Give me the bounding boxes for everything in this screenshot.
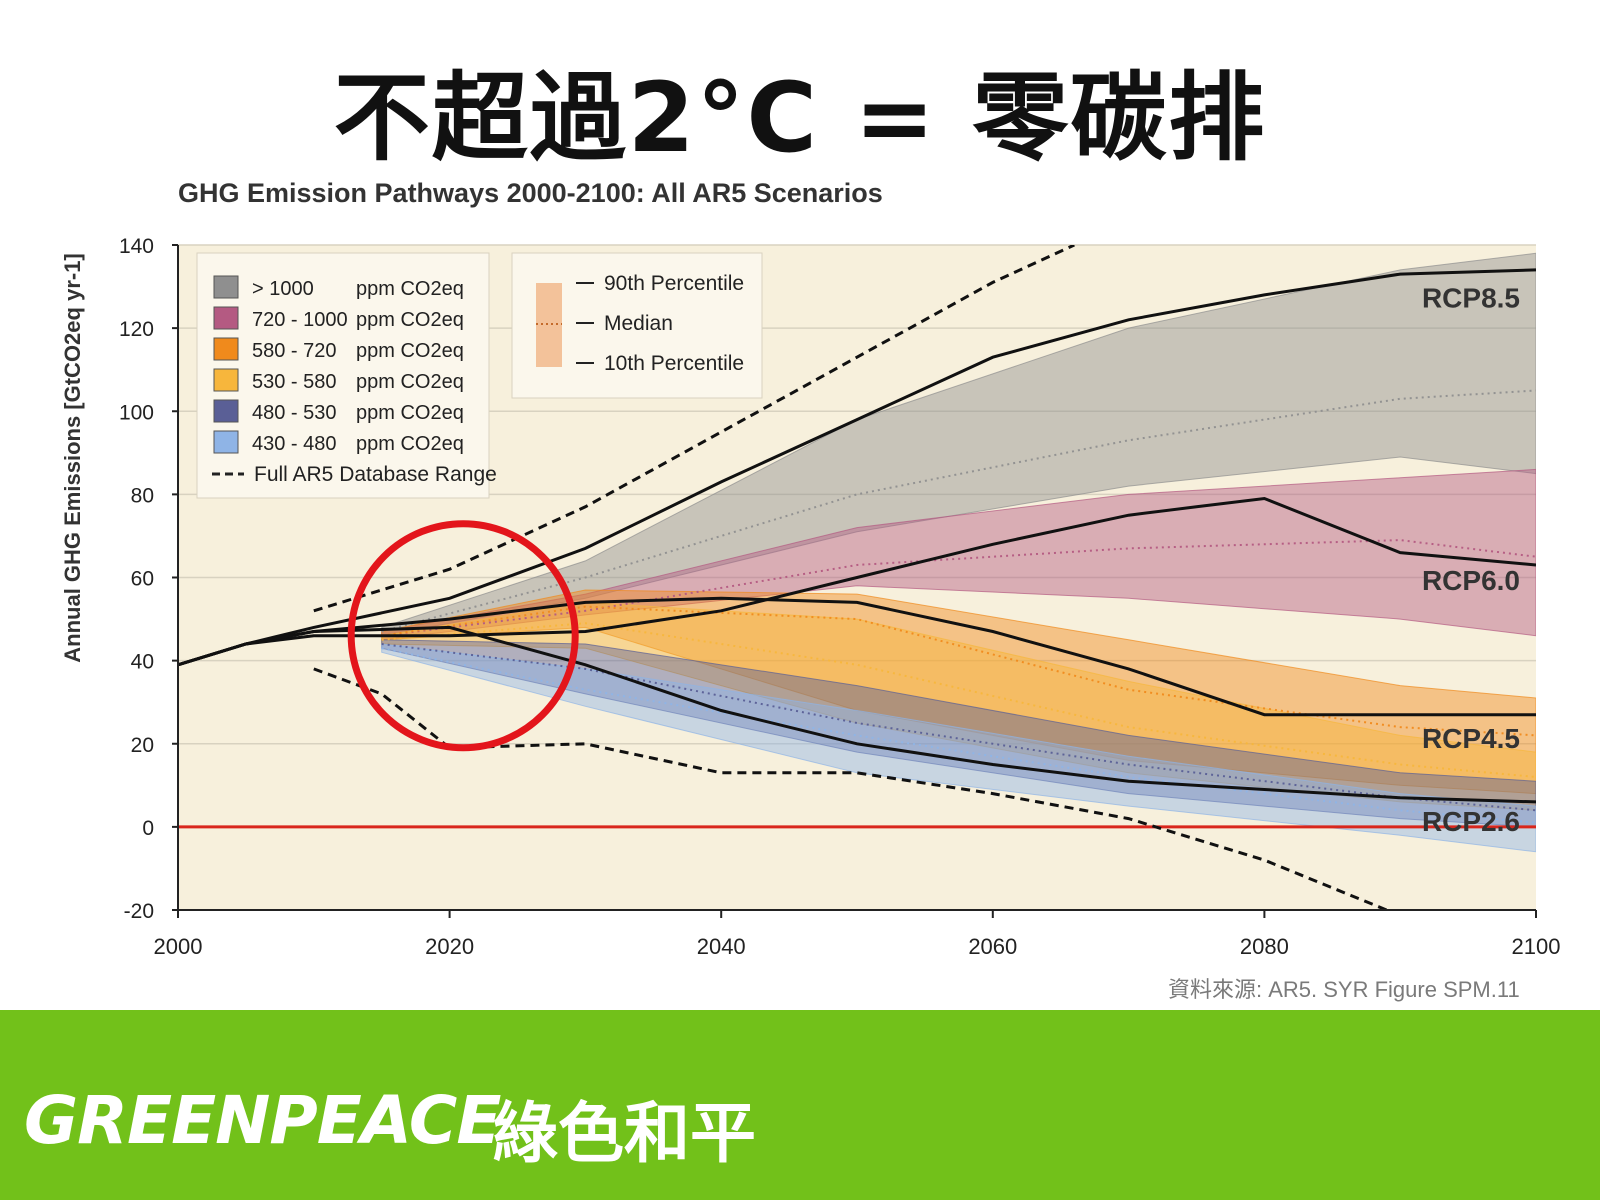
x-tick-label: 2020: [425, 934, 474, 959]
percentile-legend: 90th Percentile Median 10th Percentile: [511, 252, 763, 399]
legend-swatch: [213, 275, 239, 299]
source-credit: 資料來源: AR5. SYR Figure SPM.11: [1168, 977, 1520, 1002]
legend-swatch: [213, 430, 239, 454]
percentile-legend-swatch: [536, 283, 562, 367]
rcp-line-rcp85: [178, 268, 1536, 667]
rcp-line-rcp26: [178, 625, 1536, 804]
y-tick-label: 80: [131, 484, 154, 507]
p90-label: 90th Percentile: [604, 272, 744, 295]
concentration-legend: > 1000 ppm CO2eq 720 - 1000 ppm CO2eq 580 - …: [196, 252, 497, 499]
rcp-line-rcp60: [178, 496, 1536, 667]
legend-range-label: 530 - 580: [252, 371, 337, 393]
legend-range-label: 580 - 720: [252, 340, 337, 362]
legend-unit-label: ppm CO2eq: [356, 340, 464, 362]
y-tick-label: 20: [131, 734, 154, 757]
y-tick-label: 40: [131, 651, 154, 674]
legend-swatch: [213, 399, 239, 423]
legend-unit-label: ppm CO2eq: [356, 433, 464, 455]
legend-swatch: [213, 306, 239, 330]
legend-range-label: 480 - 530: [252, 402, 337, 424]
x-tick-label: 2000: [154, 934, 203, 959]
legend-unit-label: ppm CO2eq: [356, 402, 464, 424]
median-label: Median: [604, 312, 673, 335]
database-range-upper: [313, 245, 1075, 613]
y-tick-label: -20: [124, 900, 154, 923]
footer-bar: GREENPEACE 綠色和平: [0, 1010, 1600, 1200]
rcp-label-rcp85: RCP8.5: [1422, 282, 1520, 313]
legend-range-label: 720 - 1000: [252, 309, 348, 331]
rcp-label-rcp26: RCP2.6: [1422, 806, 1520, 837]
median-line: [381, 389, 1536, 633]
median-lines: [381, 389, 1536, 824]
rcp-label-rcp60: RCP6.0: [1422, 565, 1520, 596]
rcp-labels: RCP8.5 RCP6.0 RCP4.5 RCP2.6: [1422, 282, 1520, 837]
chart-title: GHG Emission Pathways 2000-2100: All AR5…: [178, 178, 883, 208]
legend-unit-label: ppm CO2eq: [356, 309, 464, 331]
rcp-lines: [178, 268, 1536, 804]
y-axis-label: Annual GHG Emissions [GtCO2eq yr-1]: [60, 253, 85, 663]
legend-range-label: > 1000: [252, 278, 314, 300]
slide-title: 不超過2°C = 零碳排: [333, 62, 1267, 174]
database-range-lower: [313, 667, 1388, 910]
greenpeace-logo-cn: 綠色和平: [492, 1095, 756, 1172]
legend-swatch: [213, 337, 239, 361]
p10-label: 10th Percentile: [604, 352, 744, 375]
x-tick-label: 2060: [968, 934, 1017, 959]
legend-unit-label: ppm CO2eq: [356, 278, 464, 300]
x-tick-label: 2080: [1240, 934, 1289, 959]
legend-dashed-label: Full AR5 Database Range: [254, 463, 497, 486]
y-tick-label: 140: [119, 235, 154, 258]
rcp-label-rcp45: RCP4.5: [1422, 723, 1520, 754]
band-530-580: [381, 601, 1536, 811]
y-tick-label: 60: [131, 568, 154, 591]
median-line: [381, 622, 1536, 778]
highlight-circle: [347, 520, 579, 752]
x-tick-label: 2100: [1512, 934, 1561, 959]
y-tick-label: 100: [119, 401, 154, 424]
database-range-lines: [313, 245, 1388, 910]
concentration-legend-box: [196, 252, 490, 499]
band-430-480: [381, 643, 1536, 853]
y-tick-label: 120: [119, 318, 154, 341]
x-tick-label: 2040: [697, 934, 746, 959]
y-tick-label: 0: [142, 817, 154, 840]
legend-range-label: 430 - 480: [252, 433, 337, 455]
median-line: [381, 643, 1536, 812]
band-480-530: [381, 639, 1536, 828]
band-720-1000: [381, 468, 1536, 641]
legend-swatch: [213, 368, 239, 392]
legend-unit-label: ppm CO2eq: [356, 371, 464, 393]
greenpeace-logo: GREENPEACE: [24, 1082, 501, 1159]
